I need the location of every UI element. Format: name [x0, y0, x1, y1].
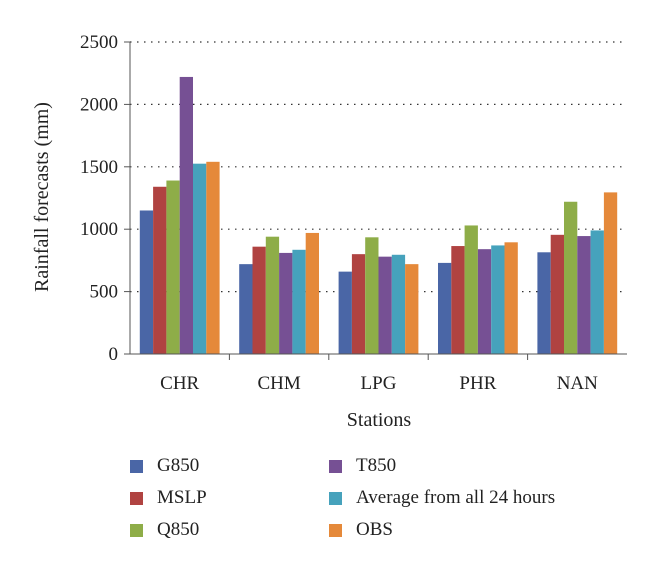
bar	[378, 256, 392, 354]
x-tick-label: CHM	[257, 373, 300, 394]
bar	[405, 264, 419, 354]
legend-swatch	[130, 491, 143, 505]
bar	[153, 186, 167, 354]
x-tick-label: CHR	[160, 373, 199, 394]
legend-item: Average from all 24 hours	[329, 487, 555, 509]
y-axis-label: Rainfall forecasts (mm)	[31, 102, 53, 292]
y-tick-label: 500	[90, 282, 119, 303]
bar	[239, 264, 253, 354]
bar	[305, 232, 319, 354]
bar	[206, 161, 220, 354]
legend-label: MSLP	[157, 487, 207, 508]
legend-label: OBS	[356, 519, 393, 540]
legend-label: Q850	[157, 519, 200, 540]
bar	[338, 271, 352, 354]
bar	[564, 201, 578, 354]
y-tick-label: 1000	[80, 219, 118, 240]
axes	[129, 42, 627, 360]
legend-swatch	[329, 459, 342, 473]
legend-label: T850	[356, 455, 397, 476]
bar	[252, 246, 266, 354]
bars	[139, 76, 618, 354]
x-tick-label: LPG	[361, 373, 397, 394]
bar	[477, 249, 492, 354]
legend-swatch	[329, 523, 342, 537]
bar	[550, 234, 564, 354]
bar	[603, 192, 618, 354]
legend-item: T850	[329, 455, 396, 477]
legend-label: Average from all 24 hours	[356, 487, 556, 508]
bar	[537, 252, 551, 354]
y-tick-label: 1500	[80, 157, 118, 178]
legend-label: G850	[157, 455, 200, 476]
bar	[139, 210, 154, 354]
y-tick-labels: 0 500 1000 1500 2000 2500	[80, 32, 118, 365]
bar	[464, 225, 478, 354]
legend-item: Q850	[130, 519, 199, 541]
bar-chart: 0 500 1000 1500 2000 2500 CHR CHM LPG PHR NAN Sta…	[31, 32, 627, 431]
legend-item: G850	[130, 455, 199, 477]
x-tick-labels: CHR CHM LPG PHR NAN	[160, 373, 598, 394]
bar	[292, 249, 306, 354]
legend-swatch	[329, 491, 342, 505]
bar	[577, 236, 591, 354]
y-tick-label: 2500	[80, 32, 118, 53]
bar	[279, 252, 293, 354]
bar	[351, 254, 366, 354]
bar	[504, 242, 518, 354]
bar	[438, 262, 452, 354]
x-axis-label: Stations	[347, 409, 412, 431]
bar	[166, 180, 180, 354]
bar	[365, 237, 379, 354]
bar	[451, 246, 465, 354]
bar	[193, 163, 207, 354]
y-tick-label: 2000	[80, 94, 118, 115]
bar	[491, 245, 505, 354]
bar	[265, 236, 280, 354]
bar	[391, 254, 406, 354]
x-tick-label: NAN	[557, 373, 598, 394]
y-tick-label: 0	[109, 344, 119, 365]
legend-swatch	[130, 459, 143, 473]
legend-swatch	[130, 523, 143, 537]
legend-item: OBS	[329, 519, 393, 541]
bar	[179, 76, 193, 354]
bar	[590, 230, 604, 354]
legend-item: MSLP	[130, 487, 207, 509]
x-tick-label: PHR	[459, 373, 496, 394]
